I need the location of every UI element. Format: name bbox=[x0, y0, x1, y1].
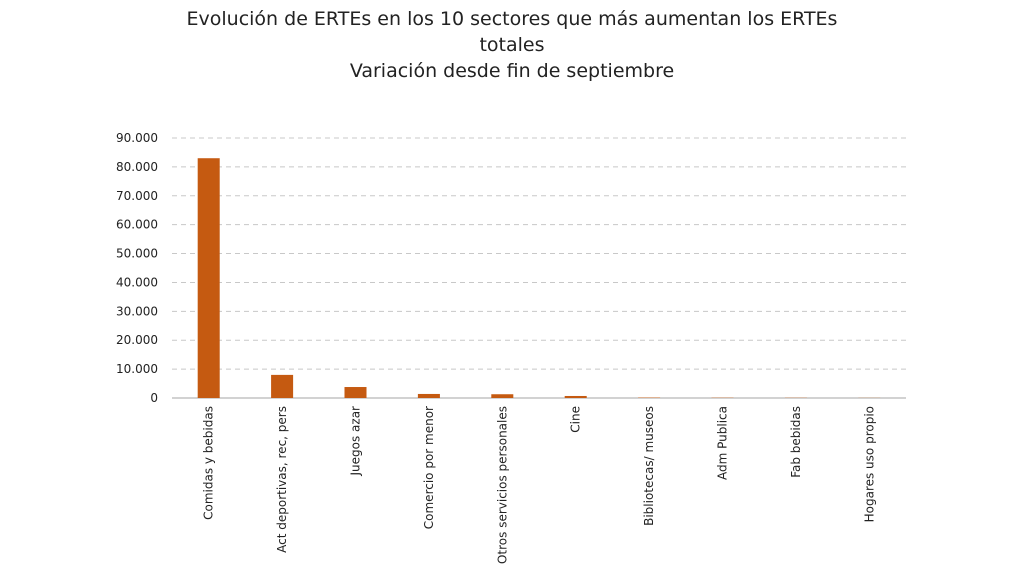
y-tick-label: 20.000 bbox=[116, 333, 158, 347]
y-tick-label: 90.000 bbox=[116, 131, 158, 145]
y-tick-label: 10.000 bbox=[116, 362, 158, 376]
x-tick-label: Comercio por menor bbox=[422, 406, 436, 529]
x-tick-label: Act deportivas, rec, pers bbox=[275, 406, 289, 553]
chart-title-line-3: Variación desde fin de septiembre bbox=[349, 60, 675, 82]
x-tick-label: Comidas y bebidas bbox=[202, 406, 216, 520]
x-tick-label: Otros servicios personales bbox=[495, 406, 509, 564]
y-tick-label: 0 bbox=[150, 391, 158, 405]
x-tick-label: Hogares uso propio bbox=[862, 406, 876, 522]
bar bbox=[344, 387, 367, 398]
bar bbox=[197, 158, 220, 398]
x-tick-label: Fab bebidas bbox=[789, 406, 803, 478]
y-tick-label: 40.000 bbox=[116, 275, 158, 289]
x-tick-label: Juegos azar bbox=[349, 406, 363, 477]
y-tick-label: 60.000 bbox=[116, 218, 158, 232]
x-tick-label: Cine bbox=[569, 406, 583, 433]
chart-title-line-2: totales bbox=[479, 34, 545, 56]
y-tick-label: 30.000 bbox=[116, 304, 158, 318]
bar bbox=[417, 393, 440, 398]
y-tick-label: 70.000 bbox=[116, 189, 158, 203]
x-tick-label: Bibliotecas/ museos bbox=[642, 406, 656, 526]
x-tick-label: Adm Publica bbox=[716, 406, 730, 480]
chart-title: Evolución de ERTEs en los 10 sectores qu… bbox=[0, 6, 1024, 84]
chart-title-line-1: Evolución de ERTEs en los 10 sectores qu… bbox=[186, 8, 838, 30]
bar bbox=[491, 394, 514, 398]
bar bbox=[564, 395, 587, 398]
y-tick-label: 50.000 bbox=[116, 247, 158, 261]
y-tick-label: 80.000 bbox=[116, 160, 158, 174]
bar bbox=[271, 374, 294, 398]
